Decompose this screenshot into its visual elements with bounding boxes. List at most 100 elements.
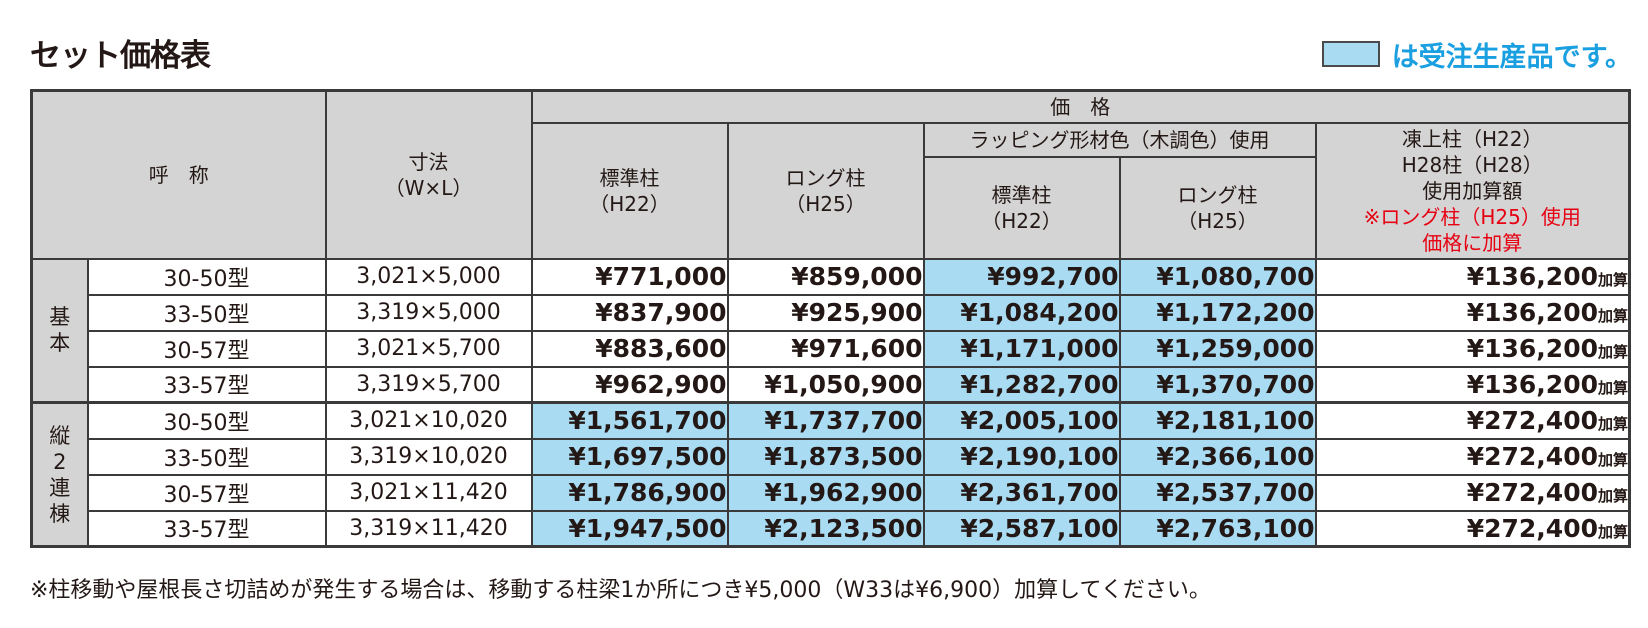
header-std-line2: （H22）	[589, 191, 670, 216]
table-row: 33-57型 3,319×11,420 ¥1,947,500 ¥2,123,500 ¥2…	[32, 509, 1631, 548]
header-add-line3: 使用加算額	[1422, 178, 1523, 203]
legend-swatch	[1321, 41, 1380, 67]
cell-add-suffix: 加算	[1597, 307, 1628, 325]
cell-price-std: ¥771,000	[530, 257, 729, 296]
cell-add-value: ¥136,200	[1466, 298, 1598, 327]
cell-size: 3,021×11,420	[324, 473, 533, 512]
cell-add: ¥272,400加算	[1314, 473, 1631, 512]
cell-add-value: ¥136,200	[1466, 369, 1598, 399]
cell-add-value: ¥136,200	[1466, 334, 1598, 363]
cell-name: 30-57型	[86, 329, 327, 368]
header-add-line2: H28柱（H28）	[1401, 152, 1543, 177]
group-double: 縦 2 連 棟 30-50型 3,021×10,020 ¥1,561,700 ¥1,73…	[30, 401, 1631, 548]
cell-price-long: ¥1,873,500	[726, 437, 925, 476]
cell-size: 3,319×5,000	[324, 293, 533, 332]
cell-add-value: ¥272,400	[1466, 406, 1598, 436]
cell-add-value: ¥136,200	[1466, 262, 1598, 291]
header-long-line2: （H25）	[785, 191, 866, 216]
cell-size: 3,319×5,700	[324, 365, 533, 404]
cell-price-wrap-long: ¥2,366,100	[1118, 437, 1317, 476]
table-row: 30-57型 3,021×11,420 ¥1,786,900 ¥1,962,900 ¥2…	[32, 473, 1631, 512]
cell-add: ¥136,200加算	[1314, 293, 1631, 332]
header-size-line1: 寸法	[408, 149, 449, 174]
table-row: 30-57型 3,021×5,700 ¥883,600 ¥971,600 ¥1,171,…	[32, 329, 1631, 368]
cell-size: 3,319×10,020	[324, 437, 533, 476]
cell-name: 30-50型	[86, 401, 327, 440]
cell-name: 33-50型	[86, 293, 327, 332]
cell-name: 33-50型	[86, 437, 327, 476]
header-wrap-std-line2: （H22）	[981, 208, 1062, 233]
cell-price-std: ¥1,786,900	[530, 473, 729, 512]
cell-add: ¥272,400加算	[1314, 437, 1631, 476]
cell-add-suffix: 加算	[1597, 343, 1628, 361]
price-table: 呼 称 寸法 （W×L） 価 格 標準柱 （H22） ロング柱 （H25） ラッ…	[30, 89, 1631, 548]
header-price: 価 格	[530, 89, 1631, 124]
cell-price-wrap-std: ¥1,282,700	[922, 365, 1121, 404]
header-wrap-long: ロング柱 （H25）	[1118, 155, 1317, 260]
cell-price-wrap-long: ¥1,172,200	[1118, 293, 1317, 332]
cell-price-wrap-std: ¥992,700	[922, 257, 1121, 296]
cell-price-std: ¥1,947,500	[530, 509, 729, 548]
cell-price-wrap-long: ¥1,080,700	[1118, 257, 1317, 296]
cell-add-value: ¥272,400	[1466, 478, 1598, 507]
cell-price-long: ¥1,050,900	[726, 365, 925, 404]
cell-price-wrap-std: ¥1,171,000	[922, 329, 1121, 368]
cell-add: ¥136,200加算	[1314, 257, 1631, 296]
cell-price-wrap-std: ¥2,005,100	[922, 401, 1121, 440]
header-add-line1: 凍上柱（H22）	[1402, 126, 1543, 151]
header-std: 標準柱 （H22）	[530, 121, 729, 260]
legend: は受注生産品です。	[1321, 34, 1632, 74]
group-label: 基 本	[30, 257, 89, 404]
cell-add-suffix: 加算	[1597, 522, 1628, 541]
group-basic: 基 本 30-50型 3,021×5,000 ¥771,000 ¥859,000 ¥992…	[30, 257, 1631, 404]
cell-price-long: ¥1,962,900	[726, 473, 925, 512]
header-long: ロング柱 （H25）	[726, 121, 925, 260]
header-wrap-long-line1: ロング柱	[1177, 182, 1258, 207]
cell-price-std: ¥1,561,700	[530, 401, 729, 440]
cell-price-std: ¥1,697,500	[530, 437, 729, 476]
cell-name: 30-57型	[86, 473, 327, 512]
table-row: 33-57型 3,319×5,700 ¥962,900 ¥1,050,900 ¥1,28…	[32, 365, 1631, 404]
cell-add: ¥136,200加算	[1314, 365, 1631, 404]
header-wrap-std: 標準柱 （H22）	[922, 155, 1121, 260]
footnote: ※柱移動や屋根長さ切詰めが発生する場合は、移動する柱梁1か所につき¥5,000（…	[30, 578, 1211, 603]
header-wrap: ラッピング形材色（木調色）使用	[922, 121, 1317, 158]
cell-price-long: ¥925,900	[726, 293, 925, 332]
table-row: 33-50型 3,319×5,000 ¥837,900 ¥925,900 ¥1,084,…	[32, 293, 1631, 332]
cell-price-wrap-long: ¥2,181,100	[1118, 401, 1317, 440]
header-size-line2: （W×L）	[384, 175, 473, 200]
cell-price-std: ¥837,900	[530, 293, 729, 332]
header-add: 凍上柱（H22） H28柱（H28） 使用加算額 ※ロング柱（H25）使用 価格…	[1314, 121, 1631, 260]
legend-text: は受注生産品です。	[1391, 41, 1632, 73]
group-label: 縦 2 連 棟	[30, 401, 89, 548]
cell-price-long: ¥1,737,700	[726, 401, 925, 440]
cell-size: 3,021×5,700	[324, 329, 533, 368]
header-wrap-long-line2: （H25）	[1177, 208, 1258, 233]
header-add-note2: 価格に加算	[1422, 230, 1523, 255]
header-name: 呼 称	[30, 89, 327, 260]
cell-add: ¥272,400加算	[1314, 401, 1631, 440]
cell-price-wrap-long: ¥1,370,700	[1118, 365, 1317, 404]
cell-name: 33-57型	[86, 509, 327, 548]
cell-price-std: ¥883,600	[530, 329, 729, 368]
cell-add-suffix: 加算	[1597, 487, 1628, 505]
cell-add-value: ¥272,400	[1466, 513, 1598, 543]
header-size: 寸法 （W×L）	[324, 89, 533, 260]
table-row: 基 本 30-50型 3,021×5,000 ¥771,000 ¥859,000 ¥992…	[30, 257, 1631, 404]
cell-name: 33-57型	[86, 365, 327, 404]
cell-size: 3,021×10,020	[324, 401, 533, 440]
cell-price-wrap-long: ¥2,763,100	[1118, 509, 1317, 548]
cell-add: ¥136,200加算	[1314, 329, 1631, 368]
cell-price-wrap-std: ¥2,361,700	[922, 473, 1121, 512]
header-add-note1: ※ロング柱（H25）使用	[1363, 204, 1581, 229]
cell-size: 3,021×5,000	[324, 257, 533, 296]
cell-add-suffix: 加算	[1597, 271, 1628, 289]
cell-add-value: ¥272,400	[1466, 442, 1598, 471]
header-wrap-std-line1: 標準柱	[991, 182, 1052, 207]
page-title: セット価格表	[30, 38, 211, 74]
cell-name: 30-50型	[86, 257, 327, 296]
cell-price-long: ¥859,000	[726, 257, 925, 296]
cell-price-wrap-long: ¥1,259,000	[1118, 329, 1317, 368]
cell-price-long: ¥2,123,500	[726, 509, 925, 548]
cell-price-std: ¥962,900	[530, 365, 729, 404]
